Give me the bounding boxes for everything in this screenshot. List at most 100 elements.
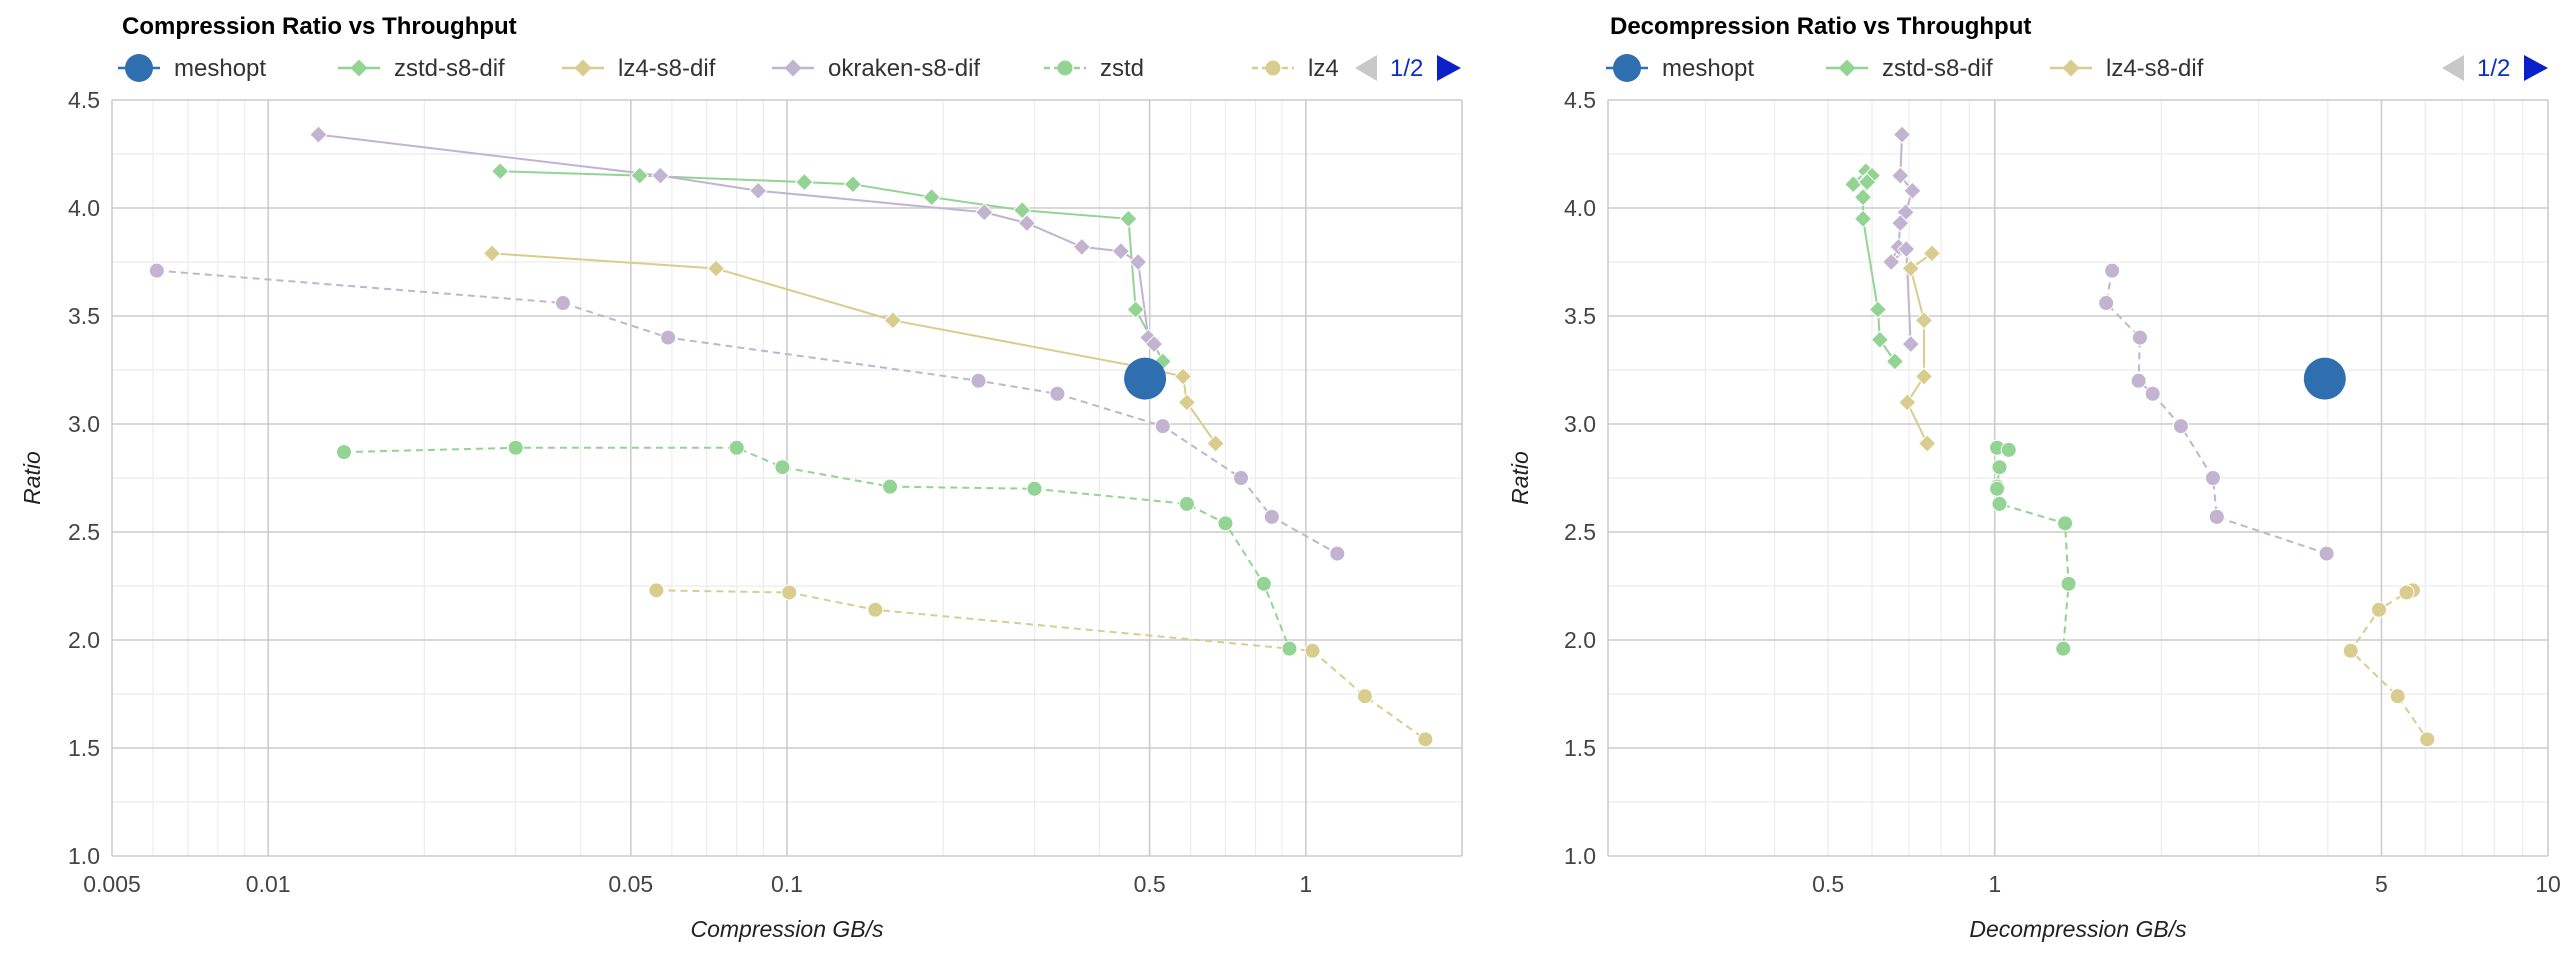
data-point-okraken[interactable] [1232, 470, 1249, 486]
data-point-okraken-s8-dif[interactable] [1128, 252, 1148, 272]
legend-item-zstd-s8-dif[interactable]: zstd-s8-dif [338, 55, 505, 82]
data-point-okraken-s8-dif[interactable] [1144, 334, 1164, 354]
data-point-lz4[interactable] [1417, 731, 1434, 748]
data-point-okraken[interactable] [2144, 385, 2161, 402]
data-point-zstd-s8-dif[interactable] [630, 166, 649, 185]
data-point-zstd-s8-dif[interactable] [1853, 187, 1873, 207]
data-point-zstd[interactable] [882, 478, 899, 495]
data-point-okraken[interactable] [1329, 545, 1346, 562]
data-point-zstd[interactable] [507, 439, 524, 456]
data-point-zstd-s8-dif[interactable] [1870, 330, 1890, 349]
data-point-lz4-s8-dif[interactable] [883, 311, 903, 330]
data-point-okraken-s8-dif[interactable] [1891, 213, 1910, 233]
data-point-lz4[interactable] [1304, 642, 1321, 659]
data-point-okraken[interactable] [660, 329, 677, 346]
data-point-lz4-s8-dif[interactable] [1177, 393, 1197, 412]
data-point-zstd[interactable] [335, 444, 352, 461]
data-point-lz4-s8-dif[interactable] [1898, 393, 1917, 412]
data-point-lz4[interactable] [781, 584, 798, 601]
legend-item-zstd-s8-dif[interactable]: zstd-s8-dif [1826, 55, 1993, 82]
data-point-lz4-s8-dif[interactable] [1206, 434, 1225, 453]
data-point-zstd[interactable] [1281, 640, 1298, 657]
data-point-okraken[interactable] [1263, 508, 1280, 525]
data-point-zstd[interactable] [1991, 495, 2008, 512]
legend-item-okraken-s8-dif[interactable]: okraken-s8-dif [772, 55, 980, 82]
data-point-okraken[interactable] [2204, 470, 2221, 486]
legend-item-meshopt[interactable]: meshopt [118, 54, 266, 82]
data-point-lz4-s8-dif[interactable] [706, 259, 726, 278]
data-point-okraken[interactable] [2208, 508, 2225, 525]
legend-prev-page-arrow-icon[interactable] [1355, 55, 1377, 81]
data-point-okraken[interactable] [1049, 385, 1066, 402]
data-point-okraken[interactable] [2172, 418, 2189, 435]
data-point-okraken[interactable] [1154, 418, 1171, 435]
legend-item-lz4[interactable]: lz4 [1252, 55, 1339, 82]
data-point-lz4[interactable] [648, 582, 665, 599]
data-point-okraken-s8-dif[interactable] [1891, 166, 1910, 185]
data-point-okraken-s8-dif[interactable] [748, 181, 768, 200]
data-point-zstd[interactable] [774, 459, 791, 476]
data-point-zstd-s8-dif[interactable] [1119, 209, 1138, 229]
data-point-zstd[interactable] [1991, 459, 2008, 476]
data-point-zstd[interactable] [2055, 640, 2072, 657]
data-point-zstd-s8-dif[interactable] [1853, 209, 1873, 229]
data-point-okraken[interactable] [2130, 372, 2147, 389]
data-point-zstd[interactable] [1178, 495, 1195, 512]
data-point-lz4-s8-dif[interactable] [1173, 367, 1193, 386]
data-point-zstd[interactable] [1026, 480, 1043, 497]
data-point-okraken-s8-dif[interactable] [975, 203, 994, 222]
data-point-okraken[interactable] [2104, 262, 2121, 279]
data-point-lz4[interactable] [2398, 584, 2415, 601]
data-point-lz4[interactable] [2371, 601, 2388, 618]
data-point-zstd-s8-dif[interactable] [1885, 352, 1905, 371]
data-point-lz4-s8-dif[interactable] [1922, 244, 1942, 263]
data-point-zstd[interactable] [1989, 480, 2006, 497]
data-point-lz4-s8-dif[interactable] [1914, 311, 1934, 330]
data-point-okraken[interactable] [970, 372, 987, 389]
data-point-zstd-s8-dif[interactable] [1868, 300, 1888, 319]
legend-item-zstd[interactable]: zstd [1044, 55, 1144, 82]
data-point-meshopt[interactable] [2303, 357, 2346, 400]
data-point-okraken-s8-dif[interactable] [1901, 334, 1920, 354]
data-point-zstd-s8-dif[interactable] [922, 187, 941, 207]
data-point-okraken-s8-dif[interactable] [1903, 181, 1922, 200]
legend-item-meshopt[interactable]: meshopt [1606, 54, 1754, 82]
data-point-zstd-s8-dif[interactable] [490, 162, 510, 181]
data-point-lz4[interactable] [1356, 688, 1373, 705]
data-point-lz4-s8-dif[interactable] [1901, 259, 1920, 278]
data-point-okraken-s8-dif[interactable] [1882, 252, 1901, 272]
data-point-zstd-s8-dif[interactable] [795, 172, 814, 192]
data-point-okraken-s8-dif[interactable] [651, 166, 670, 185]
data-point-zstd-s8-dif[interactable] [843, 175, 863, 194]
data-point-okraken[interactable] [2131, 329, 2148, 346]
data-point-okraken-s8-dif[interactable] [1017, 213, 1037, 233]
data-point-zstd[interactable] [1255, 575, 1272, 592]
data-point-lz4[interactable] [2389, 688, 2406, 705]
data-point-okraken-s8-dif[interactable] [1072, 237, 1092, 257]
legend-next-page-arrow-icon[interactable] [2524, 55, 2548, 81]
legend-next-page-arrow-icon[interactable] [1437, 55, 1461, 81]
data-point-okraken-s8-dif[interactable] [1892, 125, 1912, 144]
legend-prev-page-arrow-icon[interactable] [2442, 55, 2464, 81]
data-point-lz4-s8-dif[interactable] [1914, 367, 1934, 386]
data-point-zstd[interactable] [2057, 515, 2074, 532]
data-point-okraken[interactable] [2098, 295, 2115, 312]
data-point-zstd-s8-dif[interactable] [1126, 300, 1145, 319]
data-point-okraken-s8-dif[interactable] [1111, 241, 1131, 261]
data-point-zstd[interactable] [2060, 575, 2077, 592]
data-point-okraken[interactable] [2318, 545, 2335, 562]
data-point-okraken[interactable] [148, 262, 165, 279]
data-point-zstd[interactable] [1217, 515, 1234, 532]
data-point-lz4-s8-dif[interactable] [1917, 434, 1937, 453]
legend-item-lz4-s8-dif[interactable]: lz4-s8-dif [2050, 55, 2204, 82]
legend-item-lz4-s8-dif[interactable]: lz4-s8-dif [562, 55, 716, 82]
data-point-zstd[interactable] [728, 439, 745, 456]
data-point-zstd-s8-dif[interactable] [1857, 172, 1877, 192]
data-point-lz4[interactable] [2342, 642, 2359, 659]
data-point-lz4[interactable] [867, 601, 884, 618]
data-point-zstd[interactable] [2000, 441, 2017, 458]
data-point-lz4[interactable] [2419, 731, 2436, 748]
data-point-okraken[interactable] [554, 295, 571, 312]
data-point-okraken-s8-dif[interactable] [309, 125, 328, 144]
data-point-meshopt[interactable] [1124, 357, 1167, 400]
